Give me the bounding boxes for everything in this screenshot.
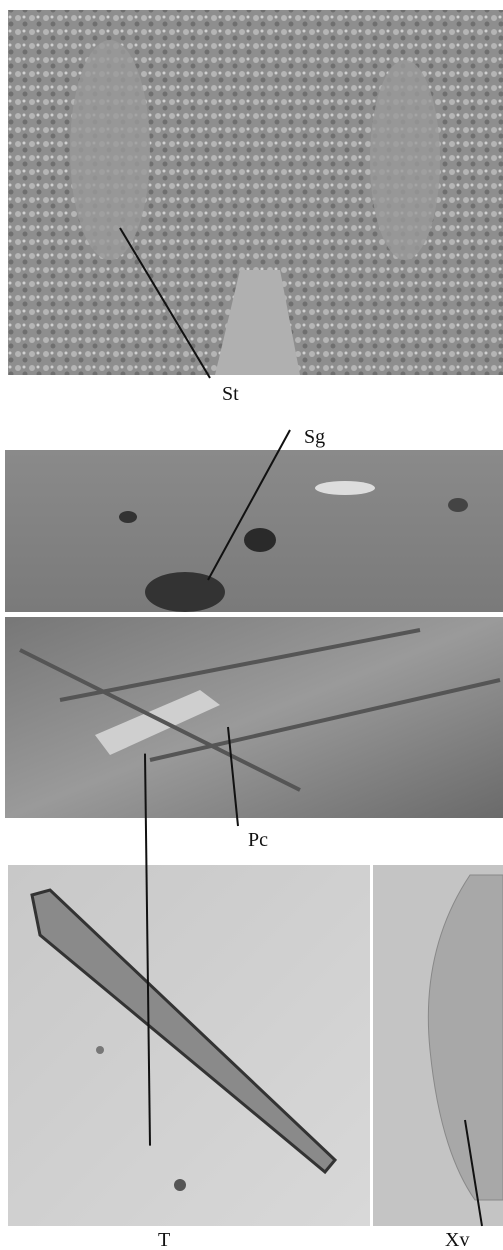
figure: St Sg Pc T Xv xyxy=(0,0,503,1250)
grain xyxy=(448,498,468,512)
grain xyxy=(145,572,225,612)
micrograph xyxy=(5,617,503,818)
grain xyxy=(244,528,276,552)
label: T xyxy=(158,1229,170,1250)
panel-sg: Sg xyxy=(5,426,503,612)
label: St xyxy=(222,383,239,405)
panel-xv: Xv xyxy=(373,865,503,1250)
panel-pc: Pc xyxy=(5,617,503,851)
structure xyxy=(70,40,150,260)
debris xyxy=(174,1179,186,1191)
label: Xv xyxy=(445,1229,469,1250)
grain xyxy=(119,511,137,523)
debris xyxy=(96,1046,104,1054)
panel-t: T xyxy=(8,754,370,1250)
label: Sg xyxy=(304,426,325,448)
panel-st: St xyxy=(8,10,503,405)
structure xyxy=(370,60,440,260)
grain xyxy=(315,481,375,495)
label: Pc xyxy=(248,829,268,851)
